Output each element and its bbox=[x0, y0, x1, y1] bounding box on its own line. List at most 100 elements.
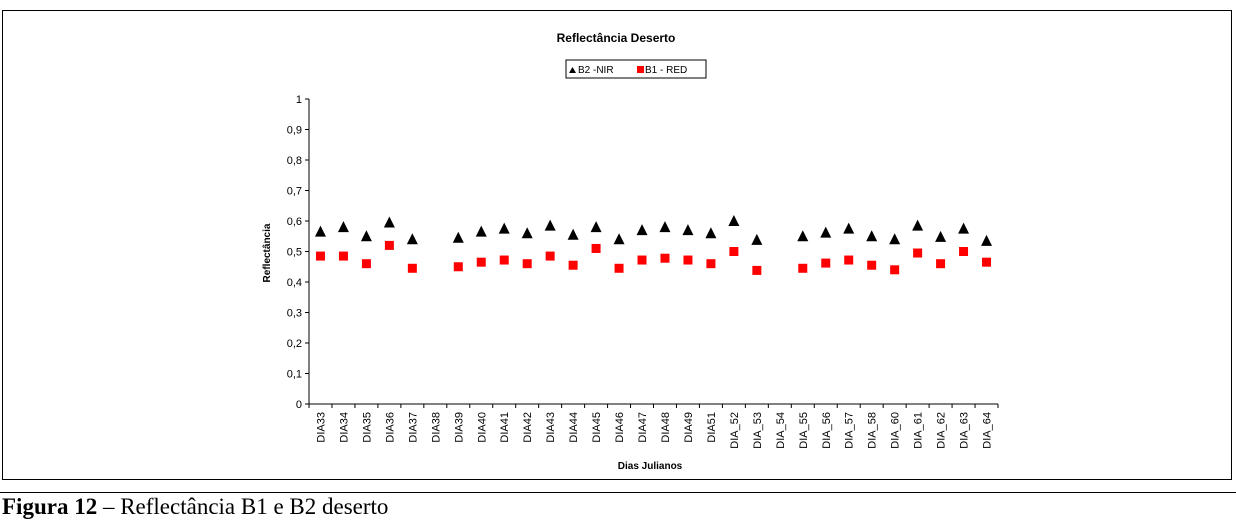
red-point bbox=[499, 255, 509, 265]
figure-caption: Figura 12 – Reflectância B1 e B2 deserto bbox=[0, 492, 1236, 520]
y-tick-label: 0,1 bbox=[287, 369, 302, 381]
nir-point bbox=[613, 233, 625, 245]
nir-point bbox=[314, 225, 326, 237]
x-tick-label: DIA45 bbox=[591, 412, 603, 443]
x-tick-label: DIA_53 bbox=[752, 412, 764, 449]
x-tick-label: DIA_62 bbox=[936, 412, 948, 449]
x-tick-label: DIA47 bbox=[637, 412, 649, 443]
red-point bbox=[453, 262, 463, 272]
legend-marker-red bbox=[637, 66, 644, 73]
y-tick-label: 1 bbox=[296, 94, 302, 106]
y-axis-title: Reflectância bbox=[262, 223, 273, 282]
y-tick-label: 0,7 bbox=[287, 186, 302, 198]
nir-point bbox=[889, 233, 901, 245]
nir-point bbox=[337, 221, 349, 233]
y-tick-label: 0,9 bbox=[287, 125, 302, 137]
x-tick-label: DIA44 bbox=[568, 412, 580, 443]
nir-point bbox=[797, 230, 809, 242]
nir-point bbox=[912, 219, 924, 231]
x-tick-label: DIA_55 bbox=[798, 412, 810, 449]
nir-point bbox=[820, 226, 832, 238]
y-tick-label: 0,6 bbox=[287, 216, 302, 228]
x-tick-label: DIA38 bbox=[430, 412, 442, 443]
x-tick-label: DIA48 bbox=[660, 412, 672, 443]
x-tick-label: DIA42 bbox=[522, 412, 534, 443]
red-point bbox=[913, 248, 923, 258]
chart-frame: Reflectância Deserto B2 -NIR B1 - RED Re… bbox=[2, 10, 1232, 480]
y-tick-label: 0,2 bbox=[287, 338, 302, 350]
red-point bbox=[890, 265, 900, 275]
nir-point bbox=[958, 222, 970, 234]
x-tick-label: DIA34 bbox=[338, 412, 350, 443]
red-point bbox=[361, 259, 371, 269]
red-point bbox=[384, 240, 394, 250]
red-point bbox=[706, 259, 716, 269]
caption-label: Figura 12 bbox=[2, 494, 98, 519]
nir-point bbox=[843, 222, 855, 234]
legend-marker-nir bbox=[569, 67, 576, 73]
x-tick-label: DIA49 bbox=[683, 412, 695, 443]
red-point bbox=[338, 251, 348, 261]
red-point bbox=[660, 253, 670, 263]
red-point bbox=[752, 265, 762, 275]
nir-point bbox=[636, 224, 648, 236]
caption-text: – Reflectância B1 e B2 deserto bbox=[97, 494, 389, 519]
chart-title: Reflectância Deserto bbox=[557, 31, 676, 45]
nir-point bbox=[682, 224, 694, 236]
nir-point bbox=[406, 233, 418, 245]
x-tick-label: DIA_52 bbox=[729, 412, 741, 449]
x-axis-title: Dias Julianos bbox=[618, 461, 683, 472]
x-tick-label: DIA_63 bbox=[959, 412, 971, 449]
red-point bbox=[637, 255, 647, 265]
x-tick-label: DIA40 bbox=[476, 412, 488, 443]
red-point bbox=[821, 258, 831, 268]
nir-point bbox=[590, 221, 602, 233]
x-tick-label: DIA41 bbox=[499, 412, 511, 443]
red-point bbox=[476, 257, 486, 267]
data-marks bbox=[314, 215, 993, 275]
nir-point bbox=[567, 228, 579, 240]
red-point bbox=[614, 263, 624, 273]
nir-point bbox=[728, 215, 740, 226]
red-point bbox=[591, 243, 601, 253]
y-tick-label: 0,3 bbox=[287, 308, 302, 320]
nir-point bbox=[498, 222, 510, 234]
x-tick-label: DIA36 bbox=[384, 412, 396, 443]
x-tick-label: DIA_56 bbox=[821, 412, 833, 449]
axes: 0 0,1 0,2 0,3 0,4 0,5 0,6 0,7 0,8 0,9 1 DIA33 DIA34 D… bbox=[287, 94, 999, 449]
red-point bbox=[315, 251, 325, 261]
nir-point bbox=[751, 233, 763, 245]
red-point bbox=[936, 259, 946, 269]
x-tick-label: DIA_57 bbox=[844, 412, 856, 449]
x-tick-label: DIA_64 bbox=[982, 412, 994, 449]
x-tick-label: DIA_61 bbox=[913, 412, 925, 449]
x-tick-label: DIA_60 bbox=[890, 412, 902, 449]
x-tick-label: DIA43 bbox=[545, 412, 557, 443]
x-tick-label: DIA46 bbox=[614, 412, 626, 443]
red-point bbox=[568, 260, 578, 270]
red-point bbox=[982, 257, 992, 267]
nir-point bbox=[544, 219, 556, 231]
red-point bbox=[522, 259, 532, 269]
red-point bbox=[683, 255, 693, 265]
x-tick-label: DIA39 bbox=[453, 412, 465, 443]
red-point bbox=[798, 263, 808, 273]
legend: B2 -NIR B1 - RED bbox=[565, 59, 707, 79]
x-tick-label: DIA37 bbox=[407, 412, 419, 443]
scatter-chart: Reflectância Deserto B2 -NIR B1 - RED Re… bbox=[262, 31, 999, 472]
nir-point bbox=[935, 230, 947, 242]
nir-point bbox=[981, 234, 993, 246]
red-point bbox=[407, 263, 417, 273]
x-tick-label: DIA51 bbox=[706, 412, 718, 443]
nir-point bbox=[705, 227, 717, 239]
y-tick-label: 0,8 bbox=[287, 155, 302, 167]
nir-point bbox=[866, 230, 878, 242]
x-tick-label: DIA33 bbox=[315, 412, 327, 443]
red-point bbox=[729, 247, 739, 256]
nir-point bbox=[521, 227, 533, 239]
y-tick-label: 0 bbox=[296, 399, 302, 411]
red-point bbox=[844, 255, 854, 265]
nir-point bbox=[475, 225, 487, 237]
red-point bbox=[867, 260, 877, 270]
red-point bbox=[545, 251, 555, 261]
